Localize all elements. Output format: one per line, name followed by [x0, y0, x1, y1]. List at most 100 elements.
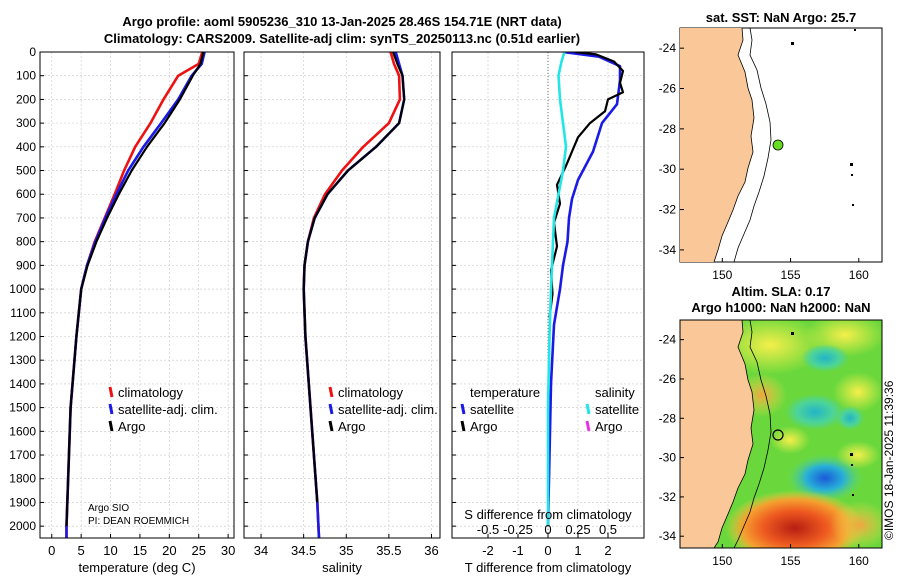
x-tick-label: 20 — [162, 543, 176, 558]
legend-label-t-argo: Argo — [470, 419, 497, 434]
x-tick-label: 2 — [604, 543, 611, 558]
series-group — [302, 52, 406, 538]
island-dot — [852, 494, 854, 496]
map-sst-land — [680, 28, 754, 262]
x-tick-label: -2 — [482, 543, 494, 558]
legend-label-t-satellite: satellite — [470, 402, 514, 417]
x-axis-label: salinity — [322, 560, 362, 575]
legend-label-climatology: climatology — [338, 385, 404, 400]
legend-label-satellite: satellite-adj. clim. — [338, 402, 438, 417]
y-tick-label: 900 — [16, 258, 36, 272]
map-sla-coastline — [713, 320, 755, 548]
legend-head-salinity: salinity — [595, 385, 635, 400]
map-lon-label: 150 — [712, 268, 732, 282]
x-tick-label: 35.5 — [376, 543, 401, 558]
legend-swatch-s-argo — [585, 420, 591, 432]
map-sst-title: sat. SST: NaN Argo: 25.7 — [705, 10, 857, 25]
legend-label-climatology: climatology — [118, 385, 184, 400]
map-lat-label: -32 — [659, 203, 677, 217]
secondary-tick-label: 0.5 — [599, 522, 617, 537]
x-tick-label: 5 — [78, 543, 85, 558]
map-sla-title-line1: Altim. SLA: 0.17 — [731, 284, 831, 299]
y-tick-label: 200 — [16, 92, 36, 106]
legend-swatch-argo — [328, 420, 334, 432]
map-lat-label: -32 — [659, 490, 677, 504]
y-tick-label: 1600 — [9, 424, 36, 438]
series-line-t-satellite — [546, 52, 622, 527]
timestamp-stamp: ©IMOS 18-Jan-2025 11:39:36 — [882, 380, 896, 540]
legend-swatch-t-satellite — [460, 403, 466, 415]
island-dot — [851, 174, 853, 176]
x-tick-label: 0 — [544, 543, 551, 558]
map-sst-coastline — [713, 28, 755, 262]
map-lat-label: -26 — [659, 372, 677, 386]
argo-float-marker — [772, 139, 784, 151]
x-tick-label: 0 — [48, 543, 55, 558]
legend-label-s-argo: Argo — [595, 419, 622, 434]
x-tick-label: 35 — [339, 543, 353, 558]
x-tick-label: 34 — [254, 543, 268, 558]
map-lat-label: -30 — [659, 451, 677, 465]
y-tick-label: 1700 — [9, 448, 36, 462]
legend-salinity: climatology satellite-adj. clim. Argo — [328, 385, 438, 434]
y-tick-label: 500 — [16, 164, 36, 178]
series-line-climatology — [302, 52, 402, 538]
y-tick-label: 1800 — [9, 472, 36, 486]
series-group — [65, 52, 206, 538]
island-dot — [850, 453, 853, 456]
legend-swatch-argo — [108, 420, 114, 432]
y-tick-label: 1500 — [9, 401, 36, 415]
annotation-pi: PI: DEAN ROEMMICH — [88, 516, 189, 527]
map-sla-title-line2: Argo h1000: NaN h2000: NaN — [691, 300, 871, 315]
x-tick-label: 25 — [191, 543, 205, 558]
legend-swatch-t-argo — [460, 420, 466, 432]
map-lat-label: -28 — [659, 122, 677, 136]
y-tick-label: 0 — [29, 45, 36, 59]
map-sla-isobath — [733, 320, 772, 548]
map-sst — [679, 27, 883, 263]
y-tick-label: 800 — [16, 235, 36, 249]
series-line-s-satellite — [546, 52, 568, 527]
legend-swatch-s-satellite — [585, 403, 591, 415]
map-sla-land — [680, 320, 754, 548]
series-line-satellite-adj-clim- — [65, 52, 206, 538]
y-tick-label: 1900 — [9, 495, 36, 509]
legend-label-s-satellite: satellite — [595, 402, 639, 417]
map-lon-label: 155 — [781, 554, 801, 568]
map-lon-label: 155 — [781, 268, 801, 282]
y-tick-label: 1000 — [9, 282, 36, 296]
secondary-tick-label: 0 — [544, 522, 551, 537]
secondary-axis-label: S difference from climatology — [464, 507, 632, 522]
legend-head-temperature: temperature — [470, 385, 540, 400]
island-dot — [852, 204, 854, 206]
y-tick-label: 2000 — [9, 519, 36, 533]
legend-swatch-climatology — [108, 386, 114, 398]
map-sla-frame — [679, 319, 883, 549]
island-dot — [791, 332, 794, 335]
map-lat-label: -24 — [659, 41, 677, 55]
legend-difference: temperature salinity satellite Argo sate… — [460, 385, 639, 434]
x-tick-label: 10 — [103, 543, 117, 558]
x-tick-label: 36 — [424, 543, 438, 558]
x-tick-label: -1 — [512, 543, 524, 558]
map-lat-label: -24 — [659, 333, 677, 347]
legend-temperature: climatology satellite-adj. clim. Argo — [108, 385, 218, 434]
x-axis-label: temperature (deg C) — [78, 560, 195, 575]
annotation-institution: Argo SIO — [88, 503, 129, 514]
series-line-argo — [65, 52, 205, 527]
x-tick-label: 15 — [133, 543, 147, 558]
legend-label-satellite: satellite-adj. clim. — [118, 402, 218, 417]
x-tick-label: 30 — [221, 543, 235, 558]
main-title-line2: Climatology: CARS2009. Satellite-adj cli… — [103, 31, 581, 46]
map-axes: -24 -26 -28 -30 -32 -34 150 155 160 -24 -26 -28 -30 -… — [659, 41, 869, 568]
secondary-tick-label: 0.25 — [565, 522, 590, 537]
map-lat-label: -34 — [659, 529, 677, 543]
map-lat-label: -30 — [659, 162, 677, 176]
y-tick-label: 1100 — [10, 306, 36, 320]
x-axis-label: T difference from climatology — [465, 560, 632, 575]
series-group — [546, 52, 625, 527]
difference-panel: -2 -1 0 1 2 T difference from climatology S di… — [451, 51, 645, 575]
y-tick-label: 400 — [16, 140, 36, 154]
map-lon-label: 160 — [849, 554, 869, 568]
legend-label-argo: Argo — [118, 419, 145, 434]
